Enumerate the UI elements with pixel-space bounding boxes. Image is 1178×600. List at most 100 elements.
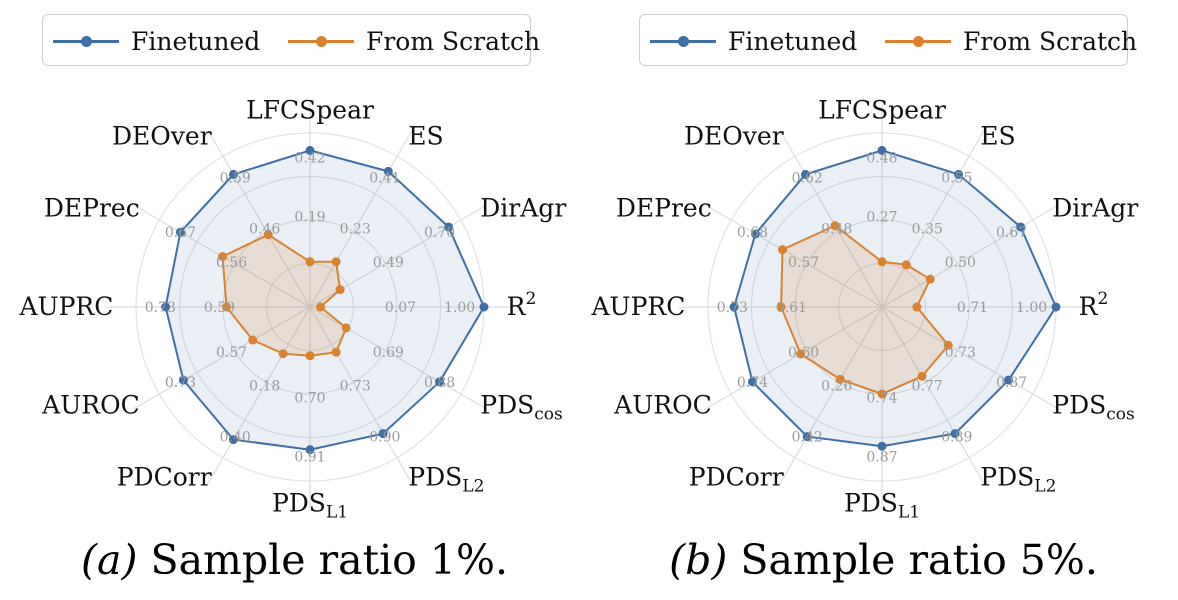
axis-spoke bbox=[881, 306, 985, 484]
tick-label: 0.35 bbox=[912, 222, 943, 238]
finetuned-point bbox=[305, 145, 315, 155]
axis-label: AUPRC bbox=[18, 292, 113, 321]
axis-spoke bbox=[881, 130, 985, 308]
tick-label: 0.48 bbox=[866, 150, 897, 166]
from-scratch-point bbox=[835, 374, 845, 384]
tick-label: 0.87 bbox=[996, 375, 1027, 391]
from-scratch-point bbox=[901, 260, 911, 270]
from-scratch-point bbox=[331, 347, 341, 357]
from-scratch-point bbox=[305, 351, 315, 361]
finetuned-point bbox=[1051, 302, 1061, 312]
from-scratch-point bbox=[778, 245, 788, 255]
tick-label: 0.41 bbox=[369, 170, 400, 186]
axis-label: DEPrec bbox=[616, 194, 712, 223]
legend-marker-finetuned bbox=[53, 35, 119, 47]
finetuned-point bbox=[378, 429, 388, 439]
from-scratch-point bbox=[331, 257, 341, 267]
axis-label: ES bbox=[408, 122, 443, 151]
tick-label: 0.74 bbox=[866, 390, 897, 406]
tick-label: 0.48 bbox=[821, 222, 852, 238]
tick-label: 0.59 bbox=[220, 170, 251, 186]
from-scratch-point bbox=[335, 285, 345, 295]
tick-label: 0.70 bbox=[424, 225, 455, 241]
tick-label: 0.49 bbox=[373, 255, 404, 271]
axis-spoke bbox=[779, 306, 883, 484]
axis-spoke bbox=[309, 306, 487, 410]
axis-label: AUPRC bbox=[590, 292, 685, 321]
from-scratch-point bbox=[917, 371, 927, 381]
from-scratch-point bbox=[796, 349, 806, 359]
axis-label: PDScos bbox=[1052, 390, 1134, 424]
tick-label: 0.23 bbox=[340, 222, 371, 238]
finetuned-point bbox=[747, 377, 757, 387]
axis-label: AUROC bbox=[41, 390, 140, 419]
tick-label: 0.46 bbox=[249, 222, 280, 238]
finetuned-point bbox=[800, 169, 810, 179]
axis-label: LFCSpear bbox=[246, 95, 374, 124]
axis-label: PDSL1 bbox=[844, 489, 920, 523]
axis-spoke bbox=[207, 306, 311, 484]
tick-label: 0.73 bbox=[165, 375, 196, 391]
axis-spoke bbox=[881, 306, 1059, 410]
axis-spoke bbox=[309, 306, 413, 484]
from-scratch-point bbox=[263, 230, 273, 240]
axis-label: DirAgr bbox=[1052, 194, 1138, 223]
finetuned-point bbox=[161, 302, 171, 312]
axis-label: PDSL2 bbox=[408, 462, 484, 496]
tick-label: 0.67 bbox=[996, 225, 1027, 241]
legend-item-finetuned: Finetuned bbox=[53, 15, 260, 67]
finetuned-point bbox=[479, 302, 489, 312]
from-scratch-point bbox=[218, 252, 228, 262]
from-scratch-point bbox=[315, 302, 325, 312]
axis-label: DEOver bbox=[112, 122, 212, 151]
tick-label: 0.57 bbox=[788, 255, 819, 271]
legend-item-from-scratch: From Scratch bbox=[288, 15, 540, 67]
legend-item-finetuned: Finetuned bbox=[650, 15, 857, 67]
tick-label: 0.40 bbox=[220, 430, 251, 446]
tick-label: 0.62 bbox=[792, 170, 823, 186]
legend-marker-from-scratch bbox=[885, 35, 951, 47]
tick-label: 0.55 bbox=[941, 170, 972, 186]
tick-label: 0.69 bbox=[373, 345, 404, 361]
caption-tag: (b) bbox=[669, 536, 728, 584]
legend: Finetuned From Scratch bbox=[639, 14, 1137, 67]
legend-marker-finetuned bbox=[650, 35, 716, 47]
axis-label: ES bbox=[980, 122, 1015, 151]
finetuned-point bbox=[228, 169, 238, 179]
caption-text: Sample ratio 5%. bbox=[740, 536, 1098, 584]
tick-label: 0.59 bbox=[204, 300, 235, 316]
tick-label: 0.73 bbox=[145, 300, 176, 316]
finetuned-point bbox=[802, 432, 812, 442]
axis-spoke bbox=[309, 130, 413, 308]
legend: Finetuned From Scratch bbox=[42, 14, 540, 67]
axis-label: LFCSpear bbox=[818, 95, 946, 124]
radar-panel-b: Finetuned From Scratch 0.27 0.48 0.35 0.55 0… bbox=[589, 0, 1178, 600]
tick-label: 0.87 bbox=[866, 450, 897, 466]
axis-spoke bbox=[207, 130, 311, 308]
tick-label: 0.42 bbox=[294, 150, 325, 166]
tick-label: 0.73 bbox=[945, 345, 976, 361]
legend-label-from-scratch: From Scratch bbox=[366, 26, 541, 56]
from-scratch-point bbox=[912, 302, 922, 312]
legend-marker-from-scratch bbox=[288, 35, 354, 47]
finetuned-point bbox=[444, 222, 454, 232]
axis-spoke bbox=[779, 130, 883, 308]
tick-label: 0.42 bbox=[792, 430, 823, 446]
tick-label: 0.57 bbox=[216, 345, 247, 361]
finetuned-point bbox=[729, 302, 739, 312]
legend-item-from-scratch: From Scratch bbox=[885, 15, 1137, 67]
axis-label: DEOver bbox=[684, 122, 784, 151]
tick-label: 0.50 bbox=[945, 255, 976, 271]
axis-spoke bbox=[881, 204, 1059, 308]
tick-label: 0.90 bbox=[369, 430, 400, 446]
from-scratch-point bbox=[221, 302, 231, 312]
axis-label: DEPrec bbox=[44, 194, 140, 223]
finetuned-point bbox=[175, 227, 185, 237]
axis-spoke bbox=[133, 306, 311, 410]
tick-label: 1.00 bbox=[444, 300, 475, 316]
tick-label: 0.56 bbox=[216, 255, 247, 271]
finetuned-point bbox=[228, 435, 238, 445]
caption-text: Sample ratio 1%. bbox=[150, 536, 508, 584]
tick-label: 0.26 bbox=[821, 378, 852, 394]
from-scratch-point bbox=[776, 302, 786, 312]
